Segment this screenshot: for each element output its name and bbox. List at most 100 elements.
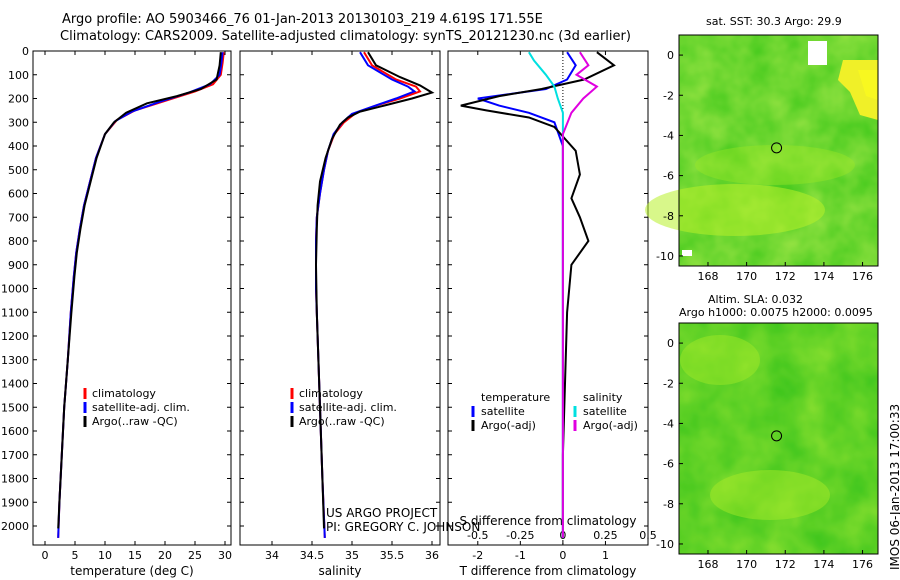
difference-legend-label: Argo(-adj) (583, 419, 638, 432)
sst_map-xtick-label: 174 (813, 270, 834, 283)
sst_map-xtick-label: 176 (852, 270, 873, 283)
temperature-series-2 (57, 52, 222, 529)
temperature-xtick-label: 30 (218, 549, 232, 562)
temperature-xtick-label: 0 (42, 549, 49, 562)
depth-tick-label: 1800 (1, 473, 29, 486)
sla_map-xtick-label: 174 (813, 558, 834, 571)
sla_map-xtick-label: 172 (775, 558, 796, 571)
difference-panel: -2 -1 0 1 T difference from climatology -0.5 -… (447, 50, 657, 578)
difference-legend-label: satellite (583, 405, 627, 418)
salinity-xlabel: salinity (318, 564, 361, 578)
sst-map-panel: sat. SST: 30.3 Argo: 29.9 168 170 172 174 17… (645, 15, 879, 283)
salinity-xtick-label: 35 (345, 549, 359, 562)
salinity-xtick-label: 35.5 (380, 549, 405, 562)
depth-tick-label: 200 (8, 93, 29, 106)
sst_map-ytick-label: -6 (663, 170, 674, 183)
depth-tick-label: 500 (8, 164, 29, 177)
depth-tick-label: 1900 (1, 496, 29, 509)
sst-argo-location-marker (771, 142, 783, 154)
temperature-frame (32, 50, 232, 546)
depth-tick-label: 900 (8, 259, 29, 272)
sst_map-xtick-label: 172 (775, 270, 796, 283)
salinity-series-2 (314, 51, 435, 529)
difference-series-3 (561, 51, 599, 538)
temperature-legend-label: Argo(..raw -QC) (92, 415, 178, 428)
difference-legend-header-temperature: temperature (481, 391, 550, 404)
depth-tick-label: 1700 (1, 449, 29, 462)
sst-land-mask (808, 41, 827, 65)
sla-map-frame (678, 322, 879, 555)
sla_map-ytick-label: -4 (663, 417, 674, 430)
salinity-xtick-label: 34 (265, 549, 279, 562)
difference-legend-label: satellite (481, 405, 525, 418)
sla-argo-location-marker (771, 430, 783, 442)
temperature-xtick-label: 20 (158, 549, 172, 562)
temperature-xtick-label: 10 (98, 549, 112, 562)
sla_map-ytick-label: -6 (663, 458, 674, 471)
depth-tick-label: 100 (8, 69, 29, 82)
depth-tick-label: 1300 (1, 354, 29, 367)
depth-tick-label: 700 (8, 211, 29, 224)
sla-map-subtitle: Argo h1000: 0.0075 h2000: 0.0095 (679, 306, 873, 319)
temperature-xtick-label: 15 (128, 549, 142, 562)
sla_map-xtick-label: 168 (697, 558, 718, 571)
sla-high-patch-2 (680, 335, 760, 385)
sst-warm-band (645, 184, 825, 236)
sst-land-mask-2 (682, 250, 692, 256)
salinity-diff-tick-label: 0.5 (639, 529, 657, 542)
salinity-xtick-label: 34.5 (300, 549, 325, 562)
difference-xtick-label: 1 (602, 549, 609, 562)
sst-map-frame (678, 34, 879, 267)
salinity-diff-tick-label: -0.5 (467, 529, 488, 542)
sst-warm-band-2 (695, 145, 855, 185)
difference-legend-label: Argo(-adj) (481, 419, 536, 432)
sla-map-title: Altim. SLA: 0.032 (708, 293, 803, 306)
depth-tick-label: 1100 (1, 306, 29, 319)
depth-tick-label: 1000 (1, 283, 29, 296)
sst_map-xtick-label: 168 (697, 270, 718, 283)
sst_map-ytick-label: -10 (656, 250, 674, 263)
difference-xlabel: T difference from climatology (459, 564, 637, 578)
figure-title-line1: Argo profile: AO 5903466_76 01-Jan-2013 … (62, 12, 543, 27)
depth-tick-label: 600 (8, 188, 29, 201)
difference-xtick-label: -1 (515, 549, 526, 562)
sla_map-ytick-label: -8 (663, 498, 674, 511)
temperature-xtick-label: 25 (188, 549, 202, 562)
depth-tick-label: 2000 (1, 520, 29, 533)
sst_map-xtick-label: 170 (736, 270, 757, 283)
depth-tick-label: 1600 (1, 425, 29, 438)
sst-hot-core (858, 70, 878, 100)
temperature-panel: 0 100 200 300 400 500 600 700 800 900 1000 1100 1200… (1, 45, 232, 578)
depth-tick-label: 400 (8, 140, 29, 153)
difference-legend-header-salinity: salinity (583, 391, 623, 404)
sst_map-ytick-label: -8 (663, 210, 674, 223)
depth-tick-label: 800 (8, 235, 29, 248)
depth-tick-label: 1500 (1, 401, 29, 414)
sst_map-ytick-label: 0 (667, 49, 674, 62)
figure-title-line2: Climatology: CARS2009. Satellite-adjuste… (60, 29, 631, 44)
temperature-legend-label: climatology (92, 387, 156, 400)
salinity-diff-tick-label: -0.25 (506, 529, 534, 542)
sst-map-axes: 168 170 172 174 176 0 -2 -4 -6 -8 -10 (656, 49, 873, 283)
depth-tick-label: 1400 (1, 378, 29, 391)
sla-map-axes: 168 170 172 174 176 0 -2 -4 -6 -8 -10 (656, 337, 873, 571)
salinity-legend-label: climatology (299, 387, 363, 400)
credits-line2: PI: GREGORY C. JOHNSON (326, 520, 480, 534)
temperature-xtick-label: 5 (72, 549, 79, 562)
difference-series-1 (460, 51, 616, 526)
salinity-frame (239, 50, 441, 546)
sla-high-patch (710, 470, 830, 520)
sst-map-title: sat. SST: 30.3 Argo: 29.9 (706, 15, 842, 28)
difference-frame (447, 50, 649, 546)
sla_map-ytick-label: -2 (663, 377, 674, 390)
salinity-legend-label: satellite-adj. clim. (299, 401, 397, 414)
depth-tick-label: 300 (8, 116, 29, 129)
difference-xtick-label: 0 (559, 549, 566, 562)
credits-line1: US ARGO PROJECT (326, 506, 438, 520)
depth-tick-label: 1200 (1, 330, 29, 343)
sla_map-ytick-label: -10 (656, 538, 674, 551)
sla-map-panel: Altim. SLA: 0.032 Argo h1000: 0.0075 h20… (656, 293, 879, 571)
temperature-xlabel: temperature (deg C) (70, 564, 193, 578)
